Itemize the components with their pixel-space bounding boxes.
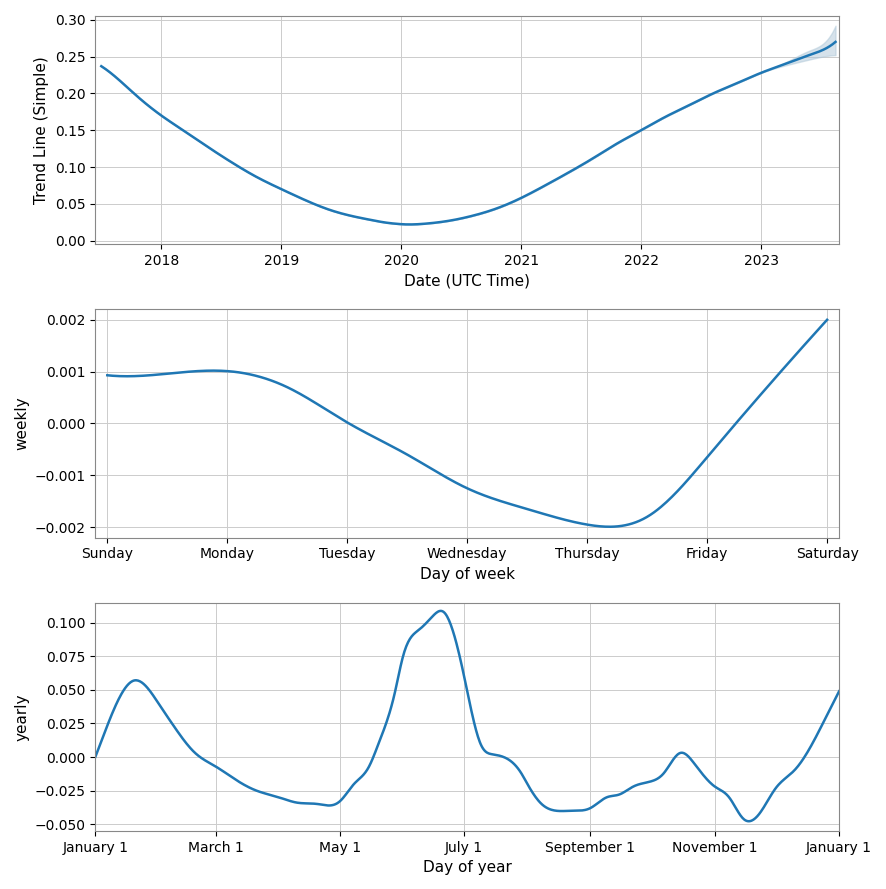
Y-axis label: Trend Line (Simple): Trend Line (Simple) [35,56,50,204]
X-axis label: Day of week: Day of week [420,567,515,581]
X-axis label: Date (UTC Time): Date (UTC Time) [404,274,530,289]
Y-axis label: weekly: weekly [14,396,29,451]
Y-axis label: yearly: yearly [14,693,29,741]
X-axis label: Day of year: Day of year [423,861,511,875]
